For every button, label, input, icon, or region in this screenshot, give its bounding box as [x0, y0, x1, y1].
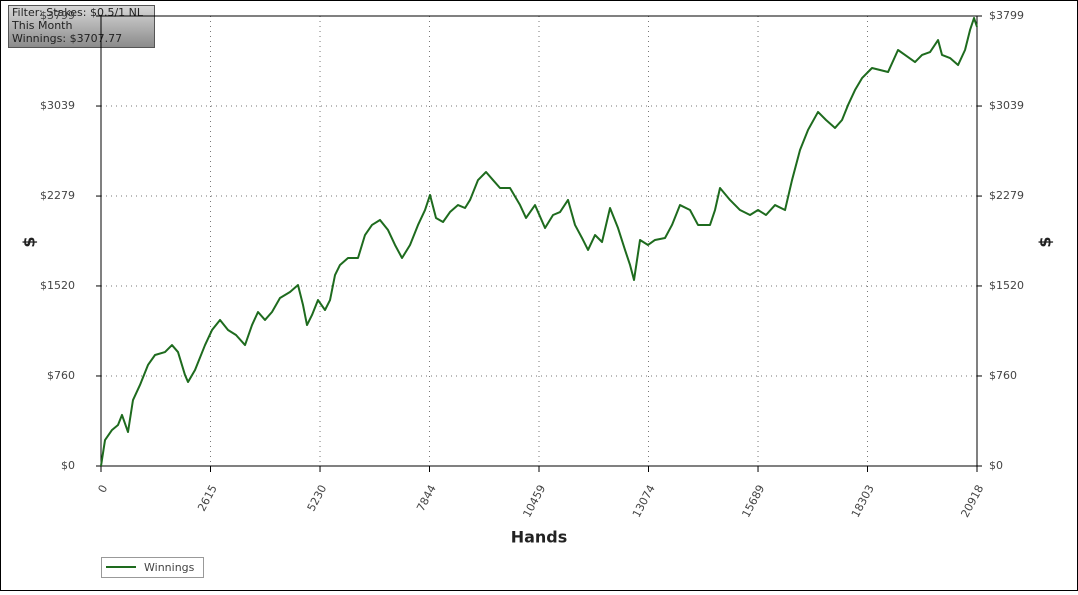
annotation: Filter: Stakes: $0.5/1 NL — [12, 6, 144, 19]
line-series — [100, 17, 978, 467]
annotation: This Month — [11, 19, 72, 32]
y-tick-label: $3799 — [40, 9, 75, 22]
y-tick-label: $760 — [47, 369, 75, 382]
y-tick-label: $0 — [61, 459, 75, 472]
y-tick-label: $2279 — [40, 189, 75, 202]
y-tick-label-right: $3799 — [989, 9, 1024, 22]
y-tick-label-right: $0 — [989, 459, 1003, 472]
y-axis-title-right: $ — [1036, 236, 1055, 247]
x-axis-title: Hands — [511, 528, 568, 547]
legend-box — [101, 557, 204, 578]
y-tick-label-right: $2279 — [989, 189, 1024, 202]
annotation-box — [8, 5, 155, 48]
annotation: Winnings: $3707.77 — [12, 32, 122, 45]
y-axis-title: $ — [20, 236, 39, 247]
y-tick-label-right: $1520 — [989, 279, 1024, 292]
y-tick-label-right: $760 — [989, 369, 1017, 382]
y-tick-label: $3039 — [40, 99, 75, 112]
y-tick-label-right: $3039 — [989, 99, 1024, 112]
legend-label: Winnings — [144, 561, 195, 574]
y-tick-label: $1520 — [40, 279, 75, 292]
